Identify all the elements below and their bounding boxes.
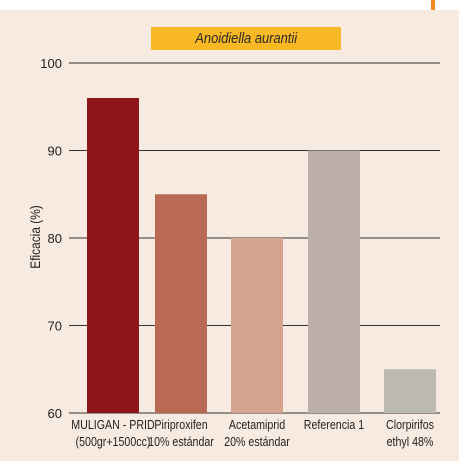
x-tick-labels: MULIGAN - PRID (500gr+1500cc)Piriproxifen… <box>71 417 434 449</box>
chart-title: Anoidiella aurantii <box>195 30 297 47</box>
bar-2 <box>155 194 207 413</box>
y-tick-labels: 60 70 80 90 100 <box>40 56 62 421</box>
y-tick-label: 100 <box>40 56 62 71</box>
accent-mark <box>431 0 435 10</box>
chart-title-box: Anoidiella aurantii <box>151 27 341 50</box>
bar-3 <box>231 238 283 413</box>
bar-1 <box>87 98 139 413</box>
y-tick-label: 60 <box>48 406 62 421</box>
x-tick-label: Referencia 1 <box>304 417 365 432</box>
y-axis-label: Eficacia (%) <box>27 205 43 268</box>
x-tick-label: Piriproxifen <box>154 417 207 432</box>
top-strip <box>0 0 459 10</box>
y-tick-label: 80 <box>48 231 62 246</box>
x-tick-sublabel: 20% estándar <box>224 434 290 449</box>
bar-5 <box>384 369 436 413</box>
x-tick-label: Clorpirifos <box>386 417 434 432</box>
y-tick-label: 70 <box>48 319 62 334</box>
x-tick-label: Acetamiprid <box>229 417 285 432</box>
y-tick-label: 90 <box>48 144 62 159</box>
x-tick-sublabel: 10% estándar <box>148 434 214 449</box>
x-tick-sublabel: (500gr+1500cc) <box>76 434 151 449</box>
x-tick-label: MULIGAN - PRID <box>71 417 154 432</box>
bars <box>87 98 436 413</box>
bar-4 <box>308 150 360 413</box>
x-tick-sublabel: ethyl 48% <box>387 434 434 449</box>
